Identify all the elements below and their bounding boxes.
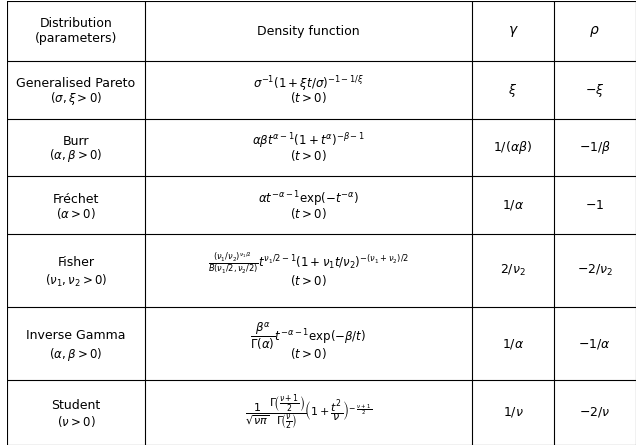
Text: $\alpha t^{-\alpha-1}\exp(-t^{-\alpha})$: $\alpha t^{-\alpha-1}\exp(-t^{-\alpha})$ xyxy=(258,190,359,209)
Text: Student: Student xyxy=(51,399,101,412)
Text: $\alpha\beta t^{\alpha-1}(1+t^\alpha)^{-\beta-1}$: $\alpha\beta t^{\alpha-1}(1+t^\alpha)^{-… xyxy=(252,132,365,151)
Text: $(\alpha > 0)$: $(\alpha > 0)$ xyxy=(56,206,96,221)
Text: $(\alpha, \beta > 0)$: $(\alpha, \beta > 0)$ xyxy=(49,148,103,165)
Text: Burr: Burr xyxy=(62,135,89,148)
Text: Fréchet: Fréchet xyxy=(53,193,99,206)
Text: Fisher: Fisher xyxy=(57,256,94,269)
Text: $\xi$: $\xi$ xyxy=(508,82,517,99)
Text: $-\xi$: $-\xi$ xyxy=(585,82,605,99)
Text: $-2/\nu_2$: $-2/\nu_2$ xyxy=(576,263,613,278)
Text: $1/(\alpha\beta)$: $1/(\alpha\beta)$ xyxy=(494,139,533,156)
Text: $(\nu > 0)$: $(\nu > 0)$ xyxy=(57,414,95,429)
Text: $\dfrac{1}{\sqrt{\nu\pi}}\dfrac{\Gamma\!\left(\frac{\nu+1}{2}\right)}{\Gamma\!\l: $\dfrac{1}{\sqrt{\nu\pi}}\dfrac{\Gamma\!… xyxy=(245,393,372,432)
Text: $(\sigma, \xi > 0)$: $(\sigma, \xi > 0)$ xyxy=(50,90,102,107)
Text: $-1/\alpha$: $-1/\alpha$ xyxy=(578,337,611,351)
Text: $-2/\nu$: $-2/\nu$ xyxy=(579,405,610,420)
Text: Density function: Density function xyxy=(257,25,360,38)
Text: Generalised Pareto: Generalised Pareto xyxy=(17,77,136,90)
Text: $\rho$: $\rho$ xyxy=(589,24,600,39)
Text: $(t>0)$: $(t>0)$ xyxy=(290,90,327,105)
Text: $\dfrac{\beta^\alpha}{\Gamma(\alpha)}t^{-\alpha-1}\exp(-\beta/t)$: $\dfrac{\beta^\alpha}{\Gamma(\alpha)}t^{… xyxy=(250,320,367,352)
Text: $1/\nu$: $1/\nu$ xyxy=(503,405,524,420)
Text: $(\nu_1, \nu_2 > 0)$: $(\nu_1, \nu_2 > 0)$ xyxy=(45,273,107,289)
Text: $(\alpha, \beta > 0)$: $(\alpha, \beta > 0)$ xyxy=(49,346,103,363)
Text: Distribution
(parameters): Distribution (parameters) xyxy=(34,17,117,45)
Text: Inverse Gamma: Inverse Gamma xyxy=(26,330,125,343)
Text: $-1/\beta$: $-1/\beta$ xyxy=(578,139,611,156)
Text: $-1$: $-1$ xyxy=(585,199,605,212)
Text: $(t>0)$: $(t>0)$ xyxy=(290,346,327,361)
Text: $(t>0)$: $(t>0)$ xyxy=(290,148,327,163)
Text: $(t>0)$: $(t>0)$ xyxy=(290,273,327,288)
Text: $\sigma^{-1}(1+\xi t/\sigma)^{-1-1/\xi}$: $\sigma^{-1}(1+\xi t/\sigma)^{-1-1/\xi}$ xyxy=(253,74,364,94)
Text: $\frac{(\nu_1/\nu_2)^{\nu_1/2}}{B(\nu_1/2,\nu_2/2)}t^{\nu_1/2-1}(1+\nu_1 t/\nu_2: $\frac{(\nu_1/\nu_2)^{\nu_1/2}}{B(\nu_1/… xyxy=(208,250,409,276)
Text: $\gamma$: $\gamma$ xyxy=(508,24,519,39)
Text: $(t>0)$: $(t>0)$ xyxy=(290,206,327,221)
Text: $1/\alpha$: $1/\alpha$ xyxy=(502,198,524,212)
Text: $1/\alpha$: $1/\alpha$ xyxy=(502,337,524,351)
Text: $2/\nu_2$: $2/\nu_2$ xyxy=(500,263,526,278)
